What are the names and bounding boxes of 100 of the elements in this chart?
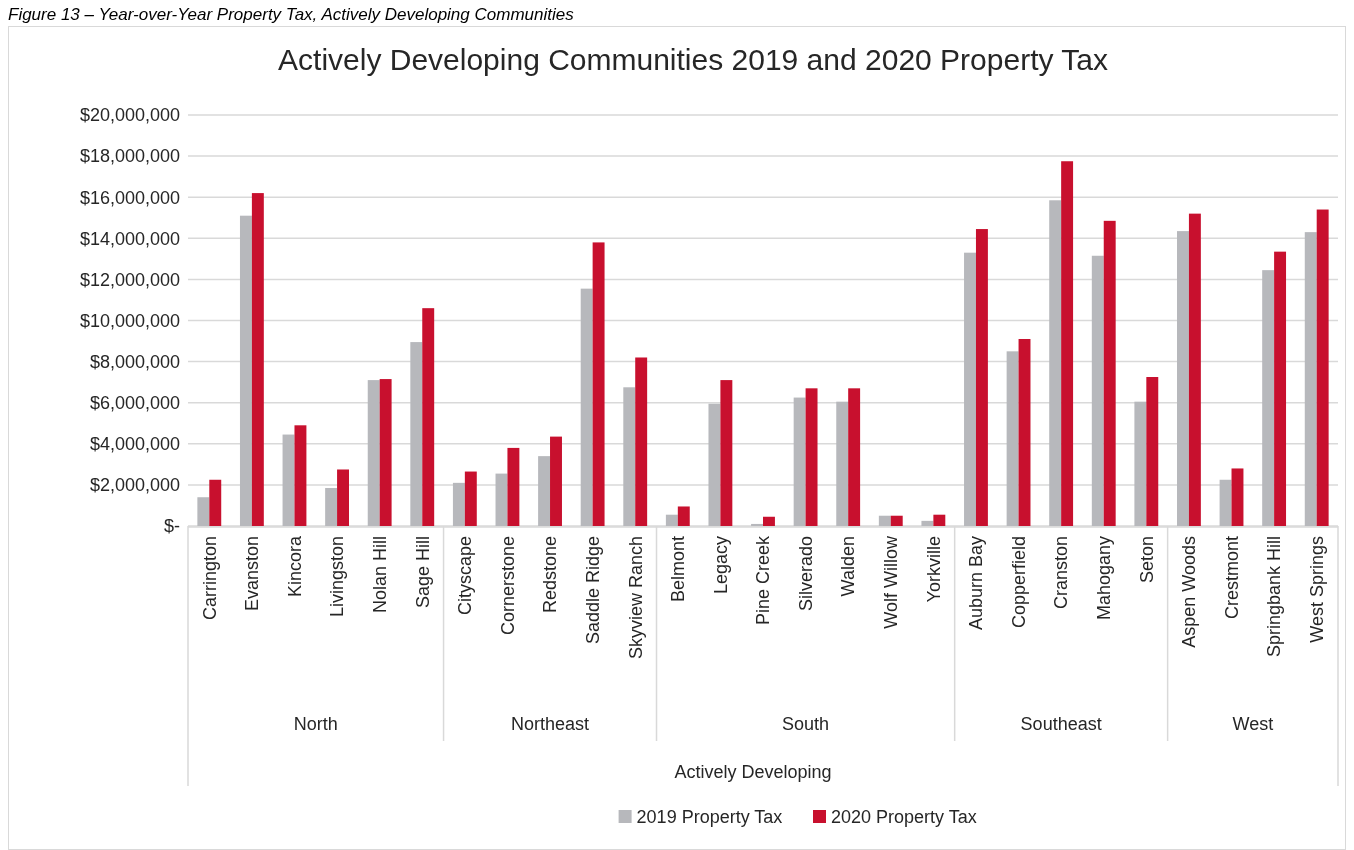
bar <box>337 469 349 526</box>
bar <box>1304 232 1317 526</box>
chart-title: Actively Developing Communities 2019 and 2020 Property Tax <box>278 43 1108 76</box>
y-tick-label: $14,000,000 <box>79 228 180 249</box>
bar <box>751 523 763 526</box>
bar <box>550 436 562 526</box>
x-tick-label: Cityscape <box>455 536 476 616</box>
x-tick-label: Carrington <box>199 536 220 621</box>
y-tick-label: $4,000,000 <box>89 434 180 455</box>
bar <box>1006 351 1019 526</box>
bar <box>964 252 976 526</box>
x-tick-label: Copperfield <box>1008 536 1029 629</box>
y-tick-label: $- <box>163 516 180 537</box>
x-tick-label: Pine Creek <box>753 535 774 626</box>
bar <box>1188 213 1201 526</box>
legend-label: 2020 Property Tax <box>831 807 977 827</box>
bar <box>367 380 380 526</box>
bar <box>1231 468 1244 526</box>
x-tick-label: Aspen Woods <box>1179 536 1200 648</box>
bar <box>197 497 210 526</box>
x-tick-label: Legacy <box>710 536 731 595</box>
bar <box>1103 220 1116 526</box>
x-tick-label: Seton <box>1136 536 1157 584</box>
bar <box>1316 209 1329 526</box>
x-tick-label: Silverado <box>795 536 816 612</box>
bar <box>1177 231 1189 526</box>
x-tick-label: Sage Hill <box>412 536 433 609</box>
x-tick-label: Springbank Hill <box>1264 536 1285 658</box>
bar <box>848 388 861 526</box>
bar <box>422 308 435 526</box>
bar <box>538 456 551 526</box>
x-tick-label: Skyview Ranch <box>625 536 646 660</box>
y-tick-label: $20,000,000 <box>79 105 180 126</box>
text: North <box>293 714 338 734</box>
x-tick-label: Yorkville <box>923 536 944 603</box>
y-tick-label: $18,000,000 <box>79 146 180 167</box>
y-tick-label: $10,000,000 <box>79 310 180 331</box>
bar <box>836 401 849 526</box>
bar <box>677 506 690 526</box>
x-tick-label: Wolf Willow <box>881 535 902 629</box>
x-tick-label: Kincora <box>284 535 305 598</box>
text: West <box>1232 714 1274 734</box>
bar <box>410 342 423 526</box>
y-tick-label: $8,000,000 <box>89 351 180 372</box>
bar <box>452 482 465 526</box>
bar <box>878 515 891 526</box>
bar <box>1146 377 1159 526</box>
x-tick-label: West Springs <box>1307 536 1327 643</box>
bar <box>507 447 520 526</box>
bar <box>209 479 222 526</box>
legend-label: 2019 Property Tax <box>636 807 783 827</box>
bar <box>379 379 392 526</box>
x-tick-label: Walden <box>838 536 859 597</box>
bar <box>708 403 721 526</box>
x-tick-label: Auburn Bay <box>966 536 987 631</box>
bar <box>890 515 903 526</box>
bar <box>1018 339 1031 526</box>
caption: Figure 13 – Year-over-Year Property Tax, Actively Developing Communities <box>8 5 575 24</box>
bar <box>1134 401 1147 526</box>
bar <box>975 229 988 526</box>
text: Actively Developing <box>674 762 832 782</box>
bar <box>282 434 295 526</box>
bar <box>1262 270 1275 526</box>
bar <box>1049 200 1062 526</box>
x-tick-label: Crestmont <box>1221 536 1242 620</box>
bar <box>933 514 946 526</box>
bar <box>325 487 338 526</box>
x-tick-label: Mahogany <box>1094 536 1115 621</box>
x-tick-label: Saddle Ridge <box>582 536 603 645</box>
x-tick-label: Livingston <box>327 536 348 618</box>
bar <box>294 425 307 526</box>
bar <box>1091 255 1104 526</box>
x-tick-label: Cranston <box>1051 536 1072 610</box>
text: South <box>782 714 830 734</box>
text: Southeast <box>1020 714 1102 734</box>
bar <box>921 520 934 526</box>
bar <box>464 471 477 526</box>
bar <box>1274 251 1287 526</box>
x-tick-label: Belmont <box>668 536 689 603</box>
bar <box>720 380 733 526</box>
x-tick-label: Evanston <box>242 536 263 612</box>
y-tick-label: $2,000,000 <box>89 475 180 496</box>
bar <box>1061 161 1074 526</box>
bar <box>665 514 678 526</box>
bar <box>635 357 648 526</box>
bar <box>580 288 593 526</box>
bar <box>592 242 605 526</box>
x-tick-label: Redstone <box>540 536 561 614</box>
bar <box>251 193 264 526</box>
bar <box>793 397 806 526</box>
y-tick-label: $16,000,000 <box>79 187 180 208</box>
bar <box>239 215 252 526</box>
bar <box>495 473 508 526</box>
text: Northeast <box>511 714 590 734</box>
y-tick-label: $6,000,000 <box>89 393 180 413</box>
bar <box>1219 479 1232 526</box>
y-tick-label: $12,000,000 <box>79 269 180 290</box>
bar <box>763 516 775 526</box>
x-tick-label: Cornerstone <box>497 536 518 636</box>
x-tick-label: Nolan Hill <box>369 536 390 614</box>
